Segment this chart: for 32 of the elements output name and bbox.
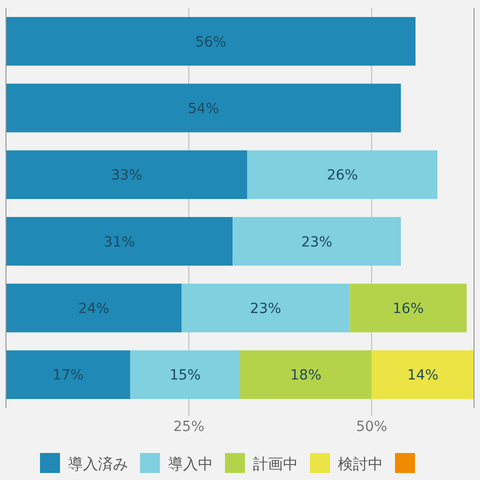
bar (6, 217, 233, 266)
data-label: 23% (250, 301, 282, 317)
bar (6, 17, 416, 66)
bar (182, 284, 350, 332)
bar (6, 284, 182, 332)
data-label: 54% (188, 101, 219, 117)
data-label: 31% (104, 234, 135, 250)
data-label: 24% (78, 301, 110, 317)
legend-label: 検討中 (338, 455, 383, 473)
data-label: 23% (301, 234, 332, 250)
x-tick-label: 25% (173, 419, 204, 435)
data-label: 33% (111, 168, 142, 184)
bar (6, 350, 130, 399)
data-label: 56% (195, 34, 226, 50)
legend-label: 導入中 (168, 455, 213, 473)
bar (6, 150, 248, 199)
bar (372, 350, 474, 399)
data-label: 18% (290, 368, 322, 384)
bar (130, 350, 240, 399)
bar (240, 350, 372, 399)
data-label: 17% (52, 368, 84, 384)
data-label: 26% (326, 168, 358, 184)
bar (247, 150, 438, 199)
x-tick-label: 50% (356, 419, 388, 435)
data-label: 14% (407, 368, 438, 384)
bar (232, 217, 401, 266)
legend-label: 導入済み (68, 455, 128, 473)
data-label: 15% (170, 368, 201, 384)
legend-label: 計画中 (253, 455, 298, 473)
bar (350, 284, 467, 332)
bar (6, 84, 401, 132)
data-label: 16% (392, 301, 424, 317)
